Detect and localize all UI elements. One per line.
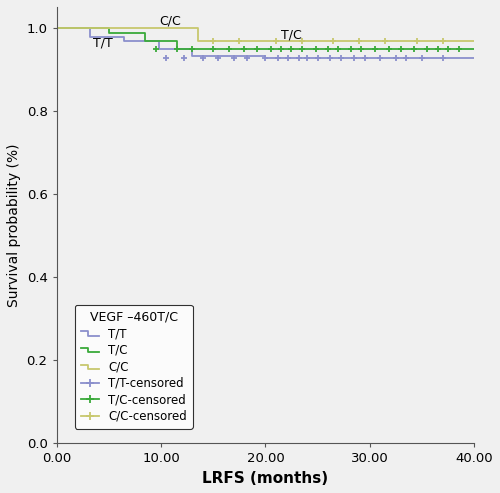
Text: T/C: T/C — [281, 29, 302, 42]
X-axis label: LRFS (months): LRFS (months) — [202, 471, 328, 486]
Y-axis label: Survival probability (%): Survival probability (%) — [7, 143, 21, 307]
Text: T/T: T/T — [93, 36, 113, 49]
Legend: T/T, T/C, C/C, T/T-censored, T/C-censored, C/C-censored: T/T, T/C, C/C, T/T-censored, T/C-censore… — [75, 305, 192, 429]
Text: C/C: C/C — [159, 15, 180, 28]
